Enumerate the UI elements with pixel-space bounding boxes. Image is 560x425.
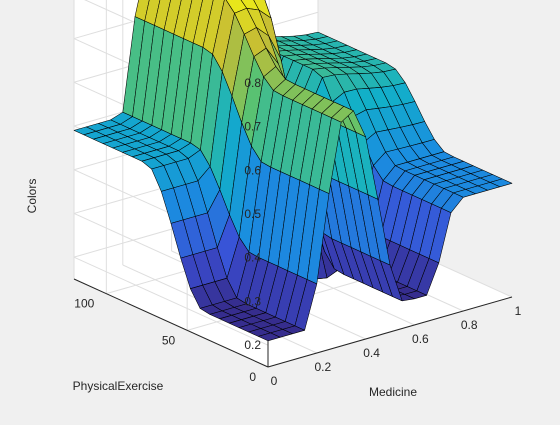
z-tick-label: 0.4 xyxy=(244,251,261,265)
y-tick-label: 0 xyxy=(249,370,256,384)
tick-labels: 0 0.2 0.4 0.6 0.8 1 0 50 100 0.2 0.3 0.4 0.5 0.6 0.7 0.… xyxy=(74,76,521,388)
x-tick-label: 0.4 xyxy=(363,346,380,360)
grid-line-z-side xyxy=(73,256,269,346)
z-tick-label: 0.8 xyxy=(244,76,261,90)
surface-patch xyxy=(258,332,281,342)
surface-patches xyxy=(73,0,513,342)
z-tick-label: 0.2 xyxy=(244,338,261,352)
y-tick-label: 50 xyxy=(162,333,176,347)
x-tick-label: 0.8 xyxy=(461,318,478,332)
y-axis-line xyxy=(73,278,269,368)
z-axis-label: Colors xyxy=(25,179,39,214)
y-axis-label: PhysicalExercise xyxy=(73,379,164,393)
x-axis-line xyxy=(267,296,513,368)
z-tick-label: 0.7 xyxy=(244,120,261,134)
x-tick-label: 0 xyxy=(271,374,278,388)
z-tick-label: 0.6 xyxy=(244,163,261,177)
x-tick-label: 0.2 xyxy=(314,360,331,374)
x-tick-label: 0.6 xyxy=(412,332,429,346)
z-tick-label: 0.5 xyxy=(244,207,261,221)
x-tick-label: 1 xyxy=(515,304,522,318)
x-axis-label: Medicine xyxy=(369,385,417,399)
z-tick-label: 0.3 xyxy=(244,294,261,308)
y-tick-label: 100 xyxy=(74,297,94,311)
